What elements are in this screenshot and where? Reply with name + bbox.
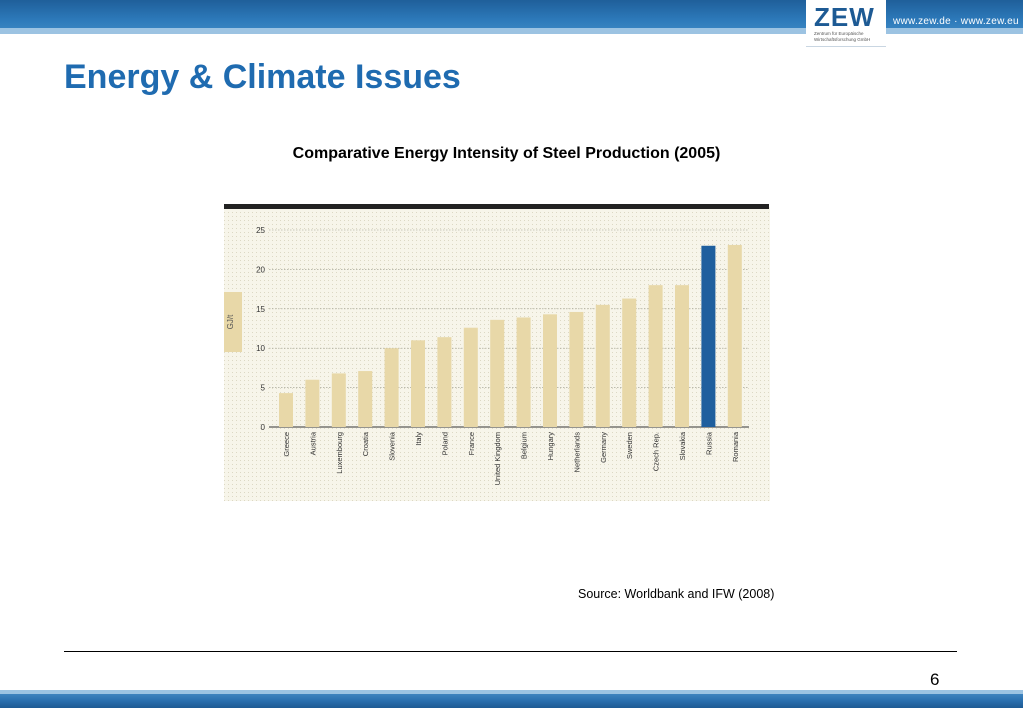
bar-belgium: [516, 317, 531, 427]
x-tick-label: Austria: [308, 431, 317, 455]
x-tick-label: Greece: [282, 432, 291, 457]
source-note: Source: Worldbank and IFW (2008): [578, 587, 775, 601]
y-axis-label-box: [224, 292, 242, 352]
site-url[interactable]: www.zew.de · www.zew.eu: [893, 16, 1019, 27]
logo-subtitle: Zentrum für Europäische Wirtschaftsforsc…: [814, 31, 871, 42]
x-tick-label: Germany: [599, 432, 608, 463]
x-tick-label: Italy: [414, 432, 423, 446]
zew-logo[interactable]: ZEW Zentrum für Europäische Wirtschaftsf…: [806, 0, 886, 47]
x-tick-label: Croatia: [361, 431, 370, 456]
x-tick-label: Czech Rep.: [652, 432, 661, 471]
page-number: 6: [930, 670, 940, 689]
bar-croatia: [358, 371, 373, 427]
y-tick-label: 25: [256, 226, 265, 235]
x-tick-label: Russia: [704, 431, 713, 455]
y-tick-label: 5: [261, 384, 266, 393]
x-tick-label: Slovenia: [388, 431, 397, 461]
y-tick-label: 20: [256, 265, 265, 274]
x-tick-label: Netherlands: [572, 432, 581, 473]
footer-divider: [64, 651, 957, 652]
x-tick-label: Poland: [440, 432, 449, 455]
x-tick-label: Belgium: [520, 432, 529, 459]
bar-slovenia: [384, 348, 399, 427]
x-tick-label: Hungary: [546, 432, 555, 461]
bar-romania: [727, 244, 742, 427]
bar-luxembourg: [331, 373, 346, 427]
page-title: Energy & Climate Issues: [64, 58, 461, 96]
bar-poland: [437, 337, 452, 427]
x-tick-label: Sweden: [625, 432, 634, 459]
bar-italy: [411, 340, 425, 427]
bar-greece: [279, 393, 293, 427]
bar-slovakia: [675, 285, 689, 427]
bar-france: [463, 327, 478, 427]
x-tick-label: Romania: [731, 431, 740, 462]
chart-title-wrap: Comparative Energy Intensity of Steel Pr…: [0, 145, 1023, 163]
bar-germany: [595, 304, 610, 427]
x-tick-label: United Kingdom: [493, 432, 502, 485]
chart-top-rule: [224, 204, 769, 209]
bar-hungary: [543, 314, 557, 427]
y-tick-label: 10: [256, 344, 265, 353]
bar-czech-rep-: [648, 285, 663, 427]
bar-sweden: [622, 298, 637, 427]
bar-austria: [305, 379, 320, 427]
bar-russia: [701, 245, 716, 427]
x-tick-label: Slovakia: [678, 431, 687, 460]
y-tick-label: 15: [256, 305, 265, 314]
y-axis-label: GJ/t: [226, 314, 235, 329]
x-tick-label: Luxembourg: [335, 432, 344, 474]
bar-united-kingdom: [490, 319, 505, 427]
chart-title: Comparative Energy Intensity of Steel Pr…: [292, 145, 721, 162]
logo-text: ZEW: [814, 2, 875, 32]
bar-netherlands: [569, 311, 584, 427]
footer-band: [0, 690, 1023, 708]
y-tick-label: 0: [261, 423, 266, 432]
x-tick-label: France: [467, 432, 476, 455]
bar-chart: 0 5 10 15 20 25 Greece Austria Luxembourg Croati…: [224, 204, 770, 501]
